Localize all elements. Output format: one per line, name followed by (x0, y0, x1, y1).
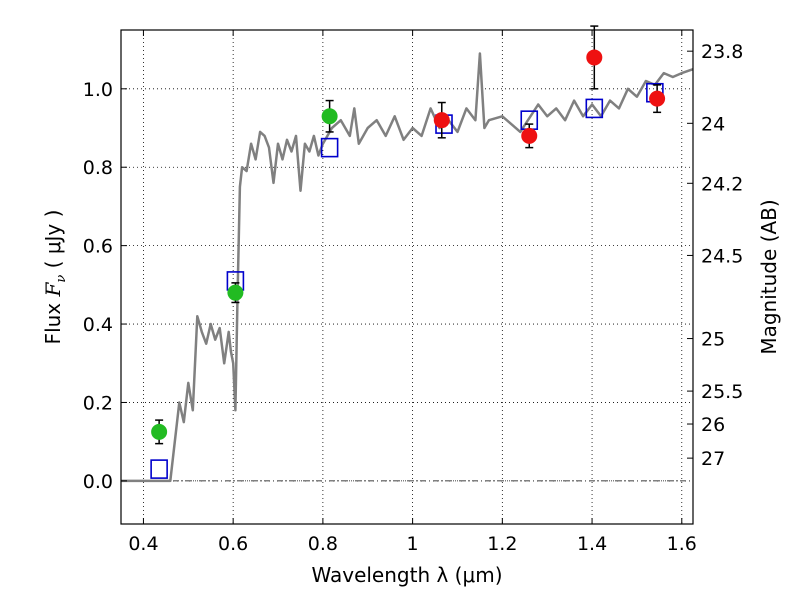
observed-flux-point (227, 284, 244, 301)
observed-flux-point (649, 90, 666, 107)
y2-tick-label: 24 (701, 113, 725, 135)
y2-tick-label: 25.5 (701, 381, 743, 403)
plot-frame (120, 29, 694, 525)
y-tick-label: 0.8 (83, 157, 113, 179)
photometry-points (150, 25, 666, 479)
x-tick-label: 0.6 (218, 533, 248, 555)
observed-flux-point (321, 108, 338, 125)
y2-tick-label: 23.8 (701, 41, 743, 63)
y2-tick-label: 25 (701, 329, 725, 351)
y-tick-label: 0.6 (83, 236, 113, 258)
observed-flux-point (521, 127, 538, 144)
y2-tick-label: 24.2 (701, 173, 743, 195)
x-tick-label: 1.2 (487, 533, 517, 555)
y2-tick-label: 27 (701, 448, 725, 470)
x-tick-label: 0.8 (308, 533, 338, 555)
x-axis-label: Wavelength λ (μm) (311, 563, 502, 587)
x-tick-label: 1.4 (577, 533, 607, 555)
model-flux-marker (320, 137, 339, 158)
x-tick-label: 1.6 (667, 533, 697, 555)
observed-flux-point (433, 112, 450, 129)
model-spectrum-line (121, 52, 694, 483)
y2-tick-label: 26 (701, 414, 725, 436)
axis-ticks: 0.4 0.6 0.8 1 1.2 1.4 1.6 0.0 0.2 0.4 0.6 0.8 1.0 23.… (83, 30, 743, 555)
observed-flux-point (586, 49, 603, 66)
model-spectrum (121, 52, 694, 483)
y-tick-label: 1.0 (83, 79, 113, 101)
y-tick-label: 0.0 (83, 471, 113, 493)
y2-axis-label: Magnitude (AB) (757, 199, 781, 354)
y2-tick-label: 24.5 (701, 245, 743, 267)
y-axis-label: Flux Fν ( μJy ) (41, 210, 69, 345)
y-tick-label: 0.4 (83, 314, 113, 336)
x-tick-label: 0.4 (128, 533, 158, 555)
observed-flux-point (151, 423, 168, 440)
x-tick-label: 1 (407, 533, 419, 555)
y-tick-label: 0.2 (83, 392, 113, 414)
model-flux-marker (585, 98, 604, 119)
model-flux-marker (150, 459, 168, 479)
